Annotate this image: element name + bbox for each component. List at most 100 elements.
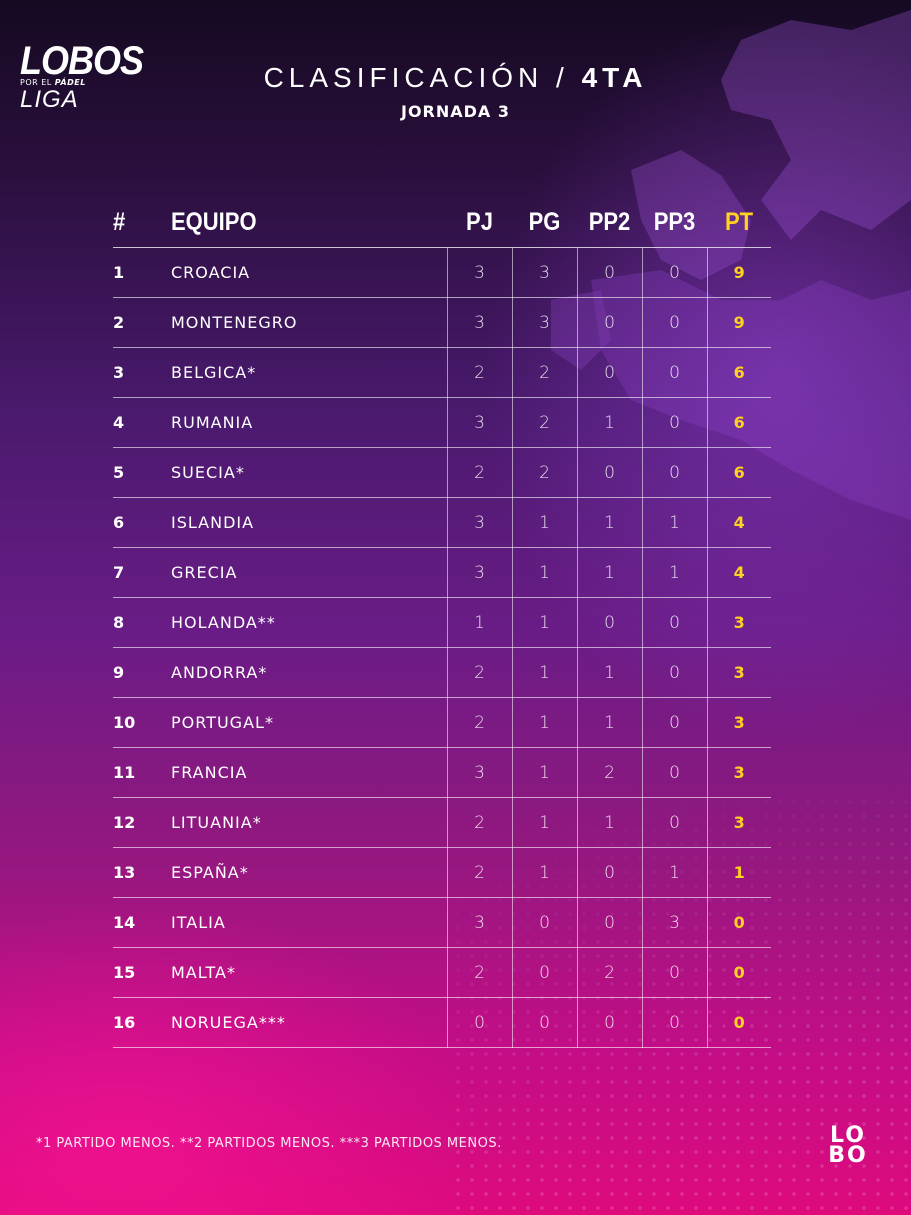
cell-pg: 1 — [512, 797, 578, 848]
cell-team: GRECIA — [165, 547, 448, 598]
cell-team: ITALIA — [165, 897, 448, 948]
col-header-position: # — [113, 193, 165, 252]
logo-tagline-bold: PÁDEL — [54, 78, 86, 87]
cell-pp3: 0 — [642, 697, 708, 748]
col-header-pp2: PP2 — [577, 193, 642, 252]
cell-pj: 2 — [447, 697, 513, 748]
table-row: 4 RUMANIA 3 2 1 0 6 — [113, 397, 771, 448]
cell-position: 11 — [113, 747, 165, 798]
page-subtitle: JORNADA 3 — [400, 102, 510, 121]
logo-tagline-prefix: POR EL — [20, 78, 52, 87]
cell-position: 4 — [113, 397, 165, 448]
cell-pg: 1 — [512, 547, 578, 598]
cell-team: LITUANIA* — [165, 797, 448, 848]
cell-pt: 4 — [707, 547, 771, 598]
cell-pj: 2 — [447, 947, 513, 998]
cell-pp2: 0 — [577, 997, 643, 1048]
cell-pt: 3 — [707, 647, 771, 698]
cell-pj: 2 — [447, 797, 513, 848]
cell-pt: 4 — [707, 497, 771, 548]
cell-pp3: 0 — [642, 797, 708, 848]
table-header-row: # EQUIPO PJ PG PP2 PP3 PT — [113, 193, 771, 252]
cell-pp2: 1 — [577, 547, 643, 598]
cell-pg: 1 — [512, 847, 578, 898]
cell-pp3: 1 — [642, 497, 708, 548]
cell-pt: 0 — [707, 897, 771, 948]
cell-team: SUECIA* — [165, 447, 448, 498]
page-title: CLASIFICACIÓN / 4TA — [0, 62, 911, 94]
col-header-pj: PJ — [447, 193, 512, 252]
cell-position: 6 — [113, 497, 165, 548]
table-row: 2 MONTENEGRO 3 3 0 0 9 — [113, 297, 771, 348]
cell-pj: 3 — [447, 247, 513, 298]
table-row: 16 NORUEGA*** 0 0 0 0 0 — [113, 997, 771, 1048]
cell-pt: 0 — [707, 997, 771, 1048]
cell-team: FRANCIA — [165, 747, 448, 798]
cell-position: 3 — [113, 347, 165, 398]
cell-pj: 3 — [447, 297, 513, 348]
cell-pj: 3 — [447, 897, 513, 948]
cell-team: BELGICA* — [165, 347, 448, 398]
title-bold: 4TA — [581, 62, 648, 93]
cell-team: MONTENEGRO — [165, 297, 448, 348]
cell-position: 1 — [113, 247, 165, 298]
table-row: 6 ISLANDIA 3 1 1 1 4 — [113, 497, 771, 548]
cell-team: ISLANDIA — [165, 497, 448, 548]
cell-position: 9 — [113, 647, 165, 698]
cell-position: 12 — [113, 797, 165, 848]
cell-pg: 3 — [512, 297, 578, 348]
cell-pt: 6 — [707, 347, 771, 398]
table-row: 7 GRECIA 3 1 1 1 4 — [113, 547, 771, 598]
cell-team: HOLANDA** — [165, 597, 448, 648]
cell-team: NORUEGA*** — [165, 997, 448, 1048]
cell-pp3: 3 — [642, 897, 708, 948]
table-row: 9 ANDORRA* 2 1 1 0 3 — [113, 647, 771, 698]
lobos-liga-logo: LOBOS POR EL PÁDEL LIGA — [20, 41, 144, 113]
table-row: 10 PORTUGAL* 2 1 1 0 3 — [113, 697, 771, 748]
cell-pp2: 1 — [577, 497, 643, 548]
logo-sub-text: LIGA — [20, 86, 79, 113]
cell-pp2: 1 — [577, 797, 643, 848]
cell-pt: 3 — [707, 747, 771, 798]
table-row: 15 MALTA* 2 0 2 0 0 — [113, 947, 771, 998]
lobo-logo: LO BO — [820, 1125, 876, 1167]
cell-pj: 0 — [447, 997, 513, 1048]
cell-pj: 2 — [447, 647, 513, 698]
col-header-pt: PT — [707, 193, 771, 252]
cell-position: 14 — [113, 897, 165, 948]
cell-team: PORTUGAL* — [165, 697, 448, 748]
logo-tagline: POR EL PÁDEL — [20, 78, 130, 88]
cell-position: 16 — [113, 997, 165, 1048]
cell-position: 8 — [113, 597, 165, 648]
table-row: 3 BELGICA* 2 2 0 0 6 — [113, 347, 771, 398]
cell-pp2: 0 — [577, 447, 643, 498]
cell-pg: 1 — [512, 647, 578, 698]
cell-pp3: 1 — [642, 547, 708, 598]
cell-pg: 1 — [512, 697, 578, 748]
cell-pp3: 0 — [642, 747, 708, 798]
cell-pp2: 0 — [577, 897, 643, 948]
cell-pp2: 0 — [577, 347, 643, 398]
cell-pt: 9 — [707, 297, 771, 348]
cell-pt: 3 — [707, 797, 771, 848]
table-row: 8 HOLANDA** 1 1 0 0 3 — [113, 597, 771, 648]
cell-pg: 1 — [512, 497, 578, 548]
table-row: 12 LITUANIA* 2 1 1 0 3 — [113, 797, 771, 848]
cell-pg: 0 — [512, 947, 578, 998]
cell-position: 13 — [113, 847, 165, 898]
cell-pg: 0 — [512, 997, 578, 1048]
cell-pt: 3 — [707, 697, 771, 748]
cell-pp3: 0 — [642, 347, 708, 398]
cell-team: ESPAÑA* — [165, 847, 448, 898]
cell-pp3: 0 — [642, 647, 708, 698]
cell-pp3: 0 — [642, 297, 708, 348]
cell-pp3: 1 — [642, 847, 708, 898]
standings-table: # EQUIPO PJ PG PP2 PP3 PT 1 CROACIA 3 3 0 0 9 2… — [113, 193, 771, 1048]
cell-pp2: 0 — [577, 597, 643, 648]
footnote: *1 PARTIDO MENOS. **2 PARTIDOS MENOS. **… — [36, 1136, 502, 1151]
col-header-pp3: PP3 — [642, 193, 707, 252]
cell-pj: 2 — [447, 347, 513, 398]
cell-pp2: 0 — [577, 247, 643, 298]
cell-pp2: 2 — [577, 747, 643, 798]
cell-pj: 3 — [447, 397, 513, 448]
